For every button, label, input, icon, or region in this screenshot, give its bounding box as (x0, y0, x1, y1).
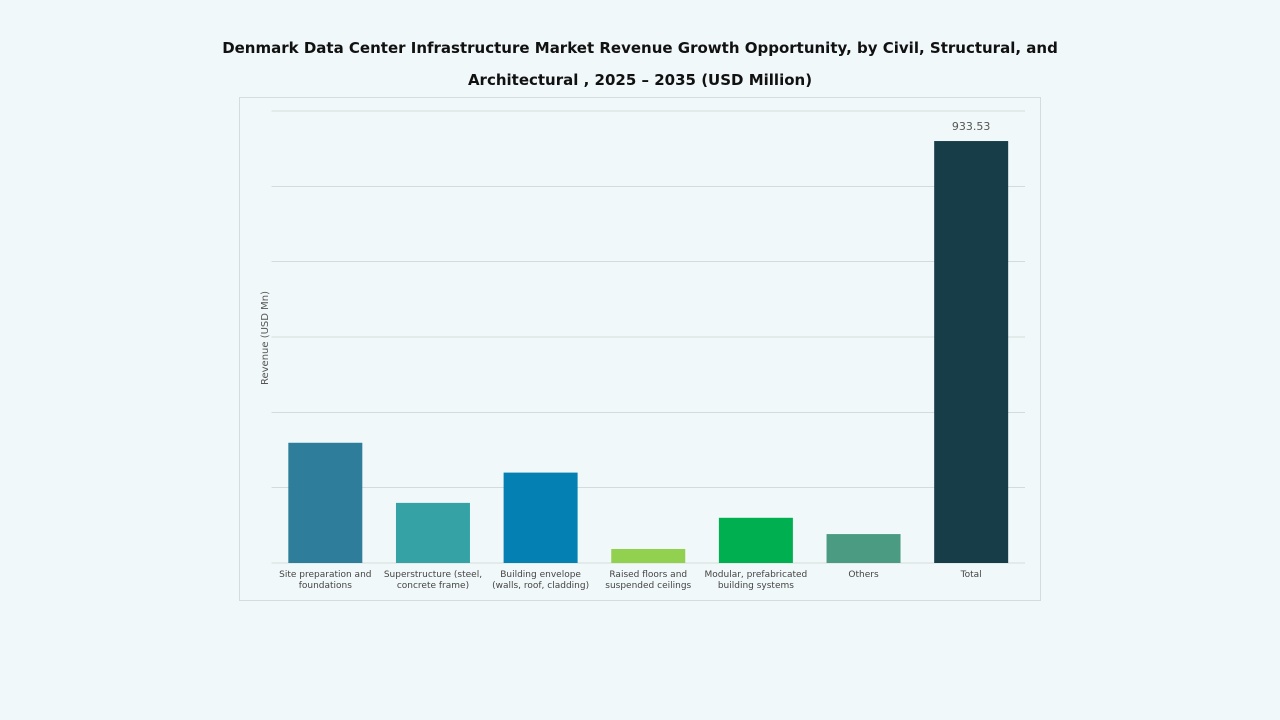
bar (826, 534, 901, 563)
x-tick-label: Site preparation and foundations (279, 570, 372, 591)
bar (611, 548, 686, 563)
x-tick-label: Raised floors and suspended ceilings (605, 570, 692, 591)
plot-frame (239, 97, 1041, 601)
bar (395, 502, 470, 563)
chart-title: Denmark Data Center Infrastructure Marke… (222, 39, 1058, 89)
x-tick-label: Others (848, 570, 879, 580)
bar (718, 517, 793, 563)
x-tick-label: Total (960, 570, 982, 580)
x-tick-label: Building envelope (walls, roof, cladding… (492, 570, 590, 591)
x-tick-label: Superstructure (steel, concrete frame) (383, 570, 483, 591)
y-axis-label: Revenue (USD Mn) (260, 291, 271, 385)
value-label: 933.53 (952, 120, 991, 133)
x-tick-label: Modular, prefabricated building systems (704, 570, 808, 591)
bar (934, 141, 1009, 563)
bar (503, 472, 578, 563)
bar (288, 442, 363, 563)
